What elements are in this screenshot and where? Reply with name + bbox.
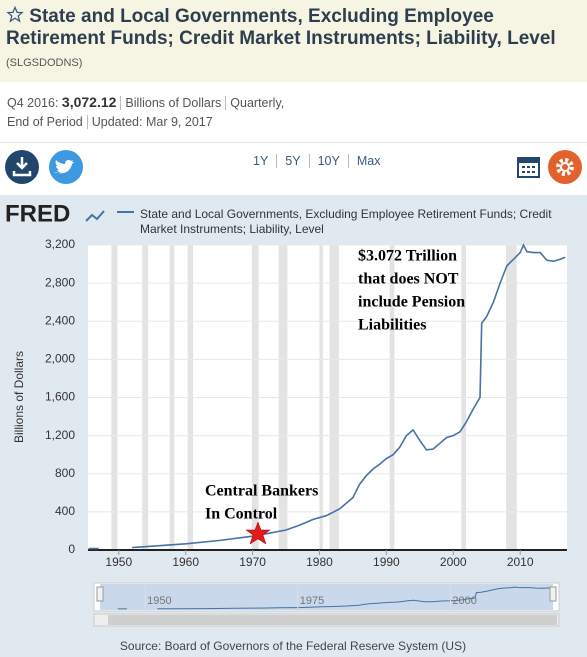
y-tick-label: 2,000 [45,352,75,366]
toolbar-icons [5,150,582,184]
period: Q4 2016: [7,96,59,110]
x-tick-label: 1970 [239,555,266,569]
logo: FRED [5,200,70,227]
updated-date: Mar 9, 2017 [145,115,213,129]
y-tick-label: 3,200 [45,237,75,251]
header: State and Local Governments, Excluding E… [0,0,587,82]
x-tick-label: 1960 [172,555,199,569]
y-tick-label: 400 [55,504,75,518]
navigator-line [117,586,553,610]
units: Billions of Dollars [120,96,222,110]
annotation: Liabilities [358,317,426,334]
chart: FRED Billions of Dollars Source: Board o… [0,195,587,657]
navigator-tick-label: 1975 [300,595,324,607]
annotation: include Pension [358,294,465,311]
annotation: In Control [205,506,278,523]
x-tick-label: 2000 [440,555,467,569]
y-tick-label: 2,400 [45,313,75,327]
range-button[interactable]: 1Y [253,154,269,168]
favorite-star[interactable] [6,5,24,23]
twitter-button[interactable] [49,150,83,184]
y-axis-label: Billions of Dollars [12,351,26,443]
series-line [88,243,566,550]
title-block: State and Local Governments, Excluding E… [6,5,581,74]
settings-button[interactable] [548,150,582,184]
period-end: End of Period [7,115,83,129]
y-tick-label: 0 [68,542,75,556]
latest-value: 3,072.12 [61,94,117,110]
logo-icon [85,210,105,222]
download-button[interactable] [5,150,39,184]
info: Q4 2016: 3,072.12 Billions of Dollars Quar… [7,93,337,132]
navigator-tick-label: 2000 [452,595,476,607]
range-button[interactable]: 10Y [308,154,348,168]
y-tick-label: 1,200 [45,428,75,442]
y-tick-label: 2,800 [45,275,75,289]
navigator-tick-label: 1950 [147,595,171,607]
updated-label: Updated: [86,115,143,129]
source: Source: Board of Governors of the Federa… [120,639,466,653]
x-tick-label: 1950 [105,555,132,569]
y-tick-label: 800 [55,466,75,480]
x-tick-label: 2010 [507,555,534,569]
navigator-selection [100,584,553,610]
range-button[interactable]: 5Y [276,154,308,168]
frequency: Quarterly, [225,96,285,110]
y-tick-label: 1,600 [45,390,75,404]
calendar-button[interactable] [517,157,540,178]
toolbar: 1Y 5Y 10Y Max [0,142,587,195]
x-tick-label: 1990 [373,555,400,569]
annotation: $3.072 Trillion [358,248,457,265]
annotation: that does NOT [358,271,459,288]
range-button[interactable]: Max [347,154,389,168]
series-id: (SLGSDODNS) [6,57,83,69]
annotation: Central Bankers [205,483,318,500]
legend-label: State and Local Governments, Excluding E… [140,207,552,236]
navigator-handle[interactable] [96,586,104,602]
scrollbar-thumb[interactable] [108,615,557,625]
navigator-handle[interactable] [549,586,557,602]
annotation-star [245,521,271,545]
title: State and Local Governments, Excluding E… [6,6,556,49]
range-buttons: 1Y 5Y 10Y Max [245,154,388,168]
x-tick-label: 1980 [306,555,333,569]
